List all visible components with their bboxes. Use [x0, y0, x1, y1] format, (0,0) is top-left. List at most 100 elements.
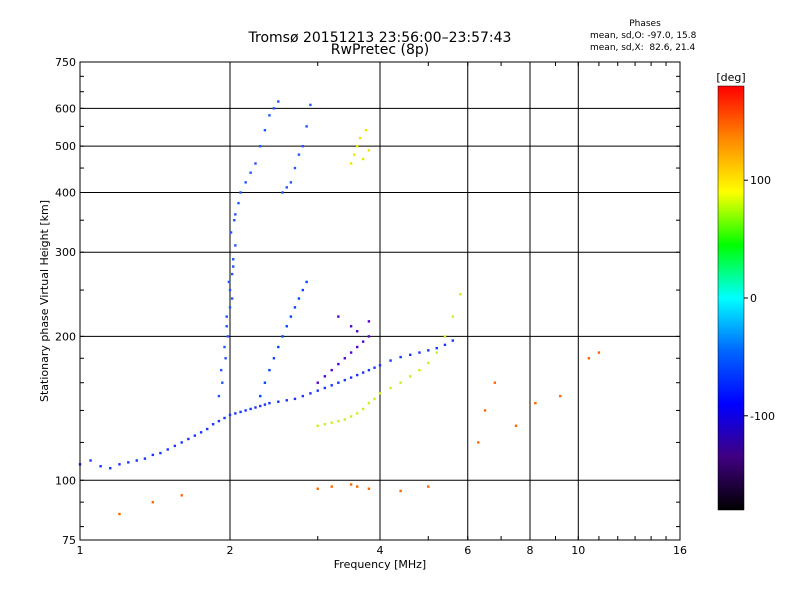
data-point	[409, 353, 412, 357]
data-point	[211, 423, 215, 426]
data-point	[343, 357, 347, 360]
data-point	[349, 162, 353, 165]
x-tick-labels: 1 2 4 6 8 10 16	[77, 544, 688, 557]
data-point	[230, 297, 234, 300]
data-point	[228, 306, 232, 309]
data-point	[277, 345, 280, 349]
phase-stats-heading: Phases	[629, 19, 661, 29]
data-point	[99, 465, 102, 468]
data-point	[427, 361, 430, 365]
data-point	[232, 265, 235, 268]
data-point	[199, 431, 203, 434]
data-point	[285, 399, 288, 402]
data-point	[409, 375, 412, 378]
data-point	[227, 280, 231, 284]
data-point	[263, 128, 267, 132]
data-point	[337, 315, 340, 318]
data-point	[378, 364, 382, 367]
y-tick-label: 500	[55, 140, 76, 153]
data-point	[349, 325, 353, 328]
data-point	[234, 412, 237, 415]
data-point	[230, 272, 234, 276]
data-point	[367, 368, 371, 372]
data-point	[355, 412, 359, 415]
y-tick-label: 400	[55, 186, 76, 199]
data-point	[301, 394, 305, 398]
data-point	[355, 373, 359, 377]
data-point	[451, 315, 455, 318]
data-point	[223, 416, 226, 420]
data-point	[249, 171, 252, 174]
data-point	[418, 351, 421, 354]
data-point	[187, 437, 190, 441]
chart-title: Tromsø 20151213 23:56:00–23:57:43	[248, 30, 512, 46]
data-point	[244, 409, 247, 412]
data-point	[361, 340, 365, 343]
data-point	[293, 306, 297, 309]
data-point	[263, 381, 267, 384]
x-tick-label: 2	[227, 544, 234, 557]
data-point	[127, 461, 130, 464]
data-point	[259, 404, 262, 408]
data-point	[349, 351, 353, 354]
data-point	[514, 424, 518, 428]
data-point	[180, 441, 183, 444]
data-point	[435, 351, 438, 354]
data-point	[349, 415, 353, 418]
data-point	[301, 144, 305, 148]
data-point	[367, 320, 371, 323]
colorbar-ticks: 100 0 -100	[744, 174, 775, 423]
data-point	[418, 368, 421, 372]
data-point	[259, 394, 262, 398]
colorbar-tick-label: -100	[750, 410, 775, 423]
data-point	[228, 288, 232, 292]
data-point	[443, 343, 447, 347]
data-point	[151, 453, 155, 457]
data-point	[378, 392, 382, 395]
data-point	[427, 485, 430, 488]
tick-marks	[79, 61, 681, 540]
data-point	[135, 459, 138, 462]
data-point	[534, 401, 537, 405]
data-point	[223, 345, 226, 349]
data-point	[389, 386, 392, 390]
data-point	[367, 149, 371, 152]
data-point	[272, 107, 276, 110]
data-point	[239, 410, 242, 414]
x-tick-label: 1	[77, 544, 84, 557]
data-point	[367, 401, 371, 405]
data-point	[281, 191, 284, 194]
data-point	[297, 297, 301, 300]
data-point	[281, 335, 284, 338]
data-point	[399, 489, 402, 493]
data-point	[305, 125, 308, 128]
data-point	[355, 330, 359, 333]
data-point	[217, 394, 221, 398]
data-point	[330, 421, 333, 424]
data-point	[229, 231, 233, 234]
data-point	[337, 362, 340, 366]
data-point	[272, 357, 276, 360]
y-tick-labels: 75 100 200 300 400 500 600 750	[55, 56, 76, 547]
data-point	[254, 162, 257, 165]
y-tick-label: 600	[55, 102, 76, 115]
data-point	[293, 166, 297, 170]
data-point	[285, 325, 288, 328]
x-tick-label: 6	[464, 544, 471, 557]
data-point	[373, 397, 376, 401]
data-point	[244, 181, 247, 184]
data-point	[587, 357, 591, 360]
data-point	[225, 325, 228, 328]
data-point	[118, 512, 121, 516]
data-points	[78, 100, 601, 516]
data-point	[399, 355, 402, 359]
data-point	[193, 434, 197, 437]
data-point	[483, 409, 487, 412]
data-point	[151, 500, 155, 504]
data-point	[355, 345, 359, 349]
data-point	[305, 280, 308, 284]
data-point	[316, 389, 319, 392]
data-point	[330, 485, 333, 488]
data-point	[364, 128, 368, 132]
